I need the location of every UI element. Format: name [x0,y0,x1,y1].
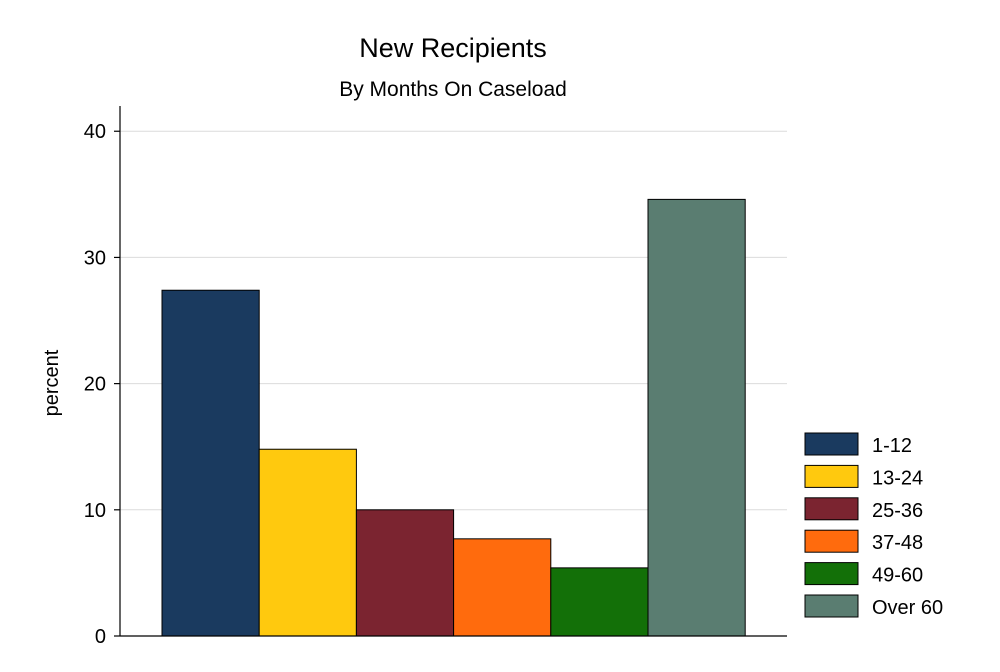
legend-label: Over 60 [872,597,943,619]
y-tick-label: 30 [84,247,106,269]
y-axis-label: percent [41,349,63,416]
legend-swatch [804,497,859,521]
legend-label: 49-60 [872,565,923,587]
y-tick-label: 40 [84,121,106,143]
bar [258,448,357,637]
legend-swatch [804,464,859,488]
bar [453,538,552,637]
y-tick-label: 20 [84,374,106,396]
bars [161,198,746,637]
legend-swatch [804,432,859,456]
legend-label: 13-24 [872,467,923,489]
legend-label: 25-36 [872,500,923,522]
bar [647,198,746,637]
legend-swatch [804,562,859,586]
chart-subtitle: By Months On Caseload [339,78,567,101]
chart-title: New Recipients [359,33,547,63]
legend-label: 1-12 [872,435,912,457]
legend-swatch [804,529,859,553]
legend-swatch [804,594,859,618]
bar [550,567,649,637]
bar [161,289,260,637]
bar [355,509,455,637]
legend-label: 37-48 [872,532,923,554]
legend: 1-12 13-24 25-36 37-48 49-60 Over 60 [804,432,943,619]
y-tick-label: 0 [95,626,106,648]
y-axis: 0 10 20 30 40 [84,106,787,648]
y-tick-label: 10 [84,500,106,522]
